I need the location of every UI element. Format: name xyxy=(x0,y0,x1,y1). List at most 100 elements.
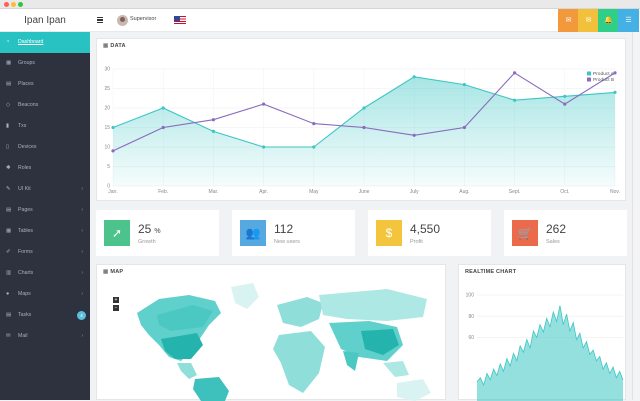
data-point[interactable] xyxy=(161,106,165,110)
user-role-label[interactable]: Supervisor xyxy=(130,16,157,22)
hamburger-menu-icon[interactable] xyxy=(97,17,103,24)
groups-icon: ▦ xyxy=(6,60,12,66)
us-flag-icon[interactable] xyxy=(174,16,186,24)
sidebar-item-label: Devices xyxy=(18,144,37,150)
sidebar-item-charts[interactable]: ▥ Charts › xyxy=(0,263,90,284)
chat-button[interactable]: ✉ xyxy=(558,9,579,32)
sidebar-item-label: Beacons xyxy=(18,102,39,108)
sidebar-item-ui-kit[interactable]: ✎ UI Kit › xyxy=(0,179,90,200)
x-tick-label: Feb. xyxy=(158,189,168,195)
data-point[interactable] xyxy=(613,71,617,75)
sidebar-item-tables[interactable]: ▦ Tables › xyxy=(0,221,90,242)
sidebar-item-places[interactable]: ▤ Places xyxy=(0,74,90,95)
data-point[interactable] xyxy=(111,125,115,130)
stat-label: Growth xyxy=(138,239,156,245)
data-point[interactable] xyxy=(462,125,466,130)
y-tick-label: 80 xyxy=(468,314,474,320)
mail-icon: ✉ xyxy=(585,17,592,24)
data-point[interactable] xyxy=(211,129,215,133)
realtime-panel-title: REALTIME CHART xyxy=(465,269,517,275)
data-point[interactable] xyxy=(312,122,316,126)
realtime-area-chart: 60 80 100 xyxy=(466,293,624,401)
menu-list-button[interactable]: ☰ xyxy=(618,9,639,32)
data-point[interactable] xyxy=(111,149,115,153)
stat-value: 112 xyxy=(274,222,294,236)
data-line-chart: 0 5 10 15 20 25 30 Jan. Feb. Mar. Apr. May June July A… xyxy=(104,67,620,195)
map-europe xyxy=(277,297,323,327)
sidebar-item-roles[interactable]: ✱ Roles xyxy=(0,158,90,179)
pages-icon: ▤ xyxy=(6,207,12,213)
x-tick-label: Mar. xyxy=(209,189,219,195)
data-point[interactable] xyxy=(563,94,567,98)
sidebar-item-label: Maps xyxy=(18,291,31,297)
chevron-right-icon: › xyxy=(81,207,83,213)
map-south-america xyxy=(193,377,229,401)
data-point[interactable] xyxy=(412,133,416,137)
minimize-window-icon[interactable] xyxy=(11,2,16,7)
x-tick-label: June xyxy=(359,189,370,195)
x-tick-label: Apr. xyxy=(259,189,268,195)
data-point[interactable] xyxy=(262,102,266,106)
data-point[interactable] xyxy=(211,118,215,122)
x-tick-label: Oct. xyxy=(560,189,569,195)
map-canada xyxy=(157,305,213,331)
sidebar-item-label: Places xyxy=(18,81,34,87)
bell-button[interactable]: 🔔 xyxy=(598,9,619,32)
sidebar-item-label: Tables xyxy=(18,228,33,234)
map-china xyxy=(361,329,399,355)
stat-label: Profit xyxy=(410,239,423,245)
sidebar-item-tasks[interactable]: ▤ Tasks 4 xyxy=(0,305,90,326)
data-point[interactable] xyxy=(513,71,517,75)
page-scrollbar[interactable] xyxy=(632,32,640,400)
grid-icon: ▦ xyxy=(103,269,109,275)
stat-value: 4,550 xyxy=(410,222,441,236)
legend-swatch xyxy=(587,71,591,76)
map-greenland xyxy=(231,283,259,309)
map-india xyxy=(343,351,359,371)
tasks-icon: ▤ xyxy=(6,312,12,318)
x-tick-label: Aug. xyxy=(459,189,469,195)
sidebar-item-txs[interactable]: ▮ Txs xyxy=(0,116,90,137)
sidebar-item-maps[interactable]: ● Maps › xyxy=(0,284,90,305)
close-window-icon[interactable] xyxy=(4,2,9,7)
data-point[interactable] xyxy=(613,90,617,94)
sidebar-item-mail[interactable]: ✉ Mail › xyxy=(0,326,90,347)
stat-label: Sales xyxy=(546,239,560,245)
world-map[interactable] xyxy=(97,265,447,401)
data-point[interactable] xyxy=(362,125,366,130)
sidebar-item-dashboard[interactable]: ◔ Dashboard xyxy=(0,32,90,53)
data-point[interactable] xyxy=(462,83,466,87)
map-zoom-in-button[interactable]: + xyxy=(113,297,119,303)
sidebar-item-label: Mail xyxy=(18,333,28,339)
sidebar-item-beacons[interactable]: ◇ Beacons xyxy=(0,95,90,116)
sidebar-item-devices[interactable]: ▯ Devices xyxy=(0,137,90,158)
data-point[interactable] xyxy=(412,75,416,79)
mail-icon: ✉ xyxy=(6,333,11,339)
realtime-chart-panel: REALTIME CHART 60 80 100 xyxy=(458,264,626,401)
txs-icon: ▮ xyxy=(6,123,10,129)
mail-button[interactable]: ✉ xyxy=(578,9,599,32)
sidebar-item-label: UI Kit xyxy=(18,186,31,192)
data-point[interactable] xyxy=(161,125,165,130)
sidebar-item-groups[interactable]: ▦ Groups xyxy=(0,53,90,74)
map-zoom-out-button[interactable]: − xyxy=(113,305,119,311)
data-point[interactable] xyxy=(262,145,266,149)
sidebar: ◔ Dashboard ▦ Groups ▤ Places ◇ Beacons ▮ Txs ▯ Dev… xyxy=(0,32,90,400)
data-point[interactable] xyxy=(513,98,517,102)
chevron-right-icon: › xyxy=(81,270,83,276)
bell-icon: 🔔 xyxy=(604,17,613,24)
y-tick-label: 10 xyxy=(104,145,110,151)
tables-icon: ▦ xyxy=(6,228,12,234)
data-point[interactable] xyxy=(563,102,567,106)
top-navbar: Supervisor ✉ ✉ 🔔 ☰ xyxy=(90,9,640,32)
sidebar-item-pages[interactable]: ▤ Pages › xyxy=(0,200,90,221)
y-tick-label: 60 xyxy=(468,335,474,341)
brand-title[interactable]: Ipan Ipan xyxy=(0,9,90,32)
avatar[interactable] xyxy=(117,15,128,26)
sidebar-item-forms[interactable]: ✐ Forms › xyxy=(0,242,90,263)
stat-card-profit: $4,550 Profit xyxy=(368,210,491,256)
maximize-window-icon[interactable] xyxy=(18,2,23,7)
data-point[interactable] xyxy=(312,145,316,149)
x-tick-label: May xyxy=(309,189,319,195)
data-point[interactable] xyxy=(362,106,366,110)
